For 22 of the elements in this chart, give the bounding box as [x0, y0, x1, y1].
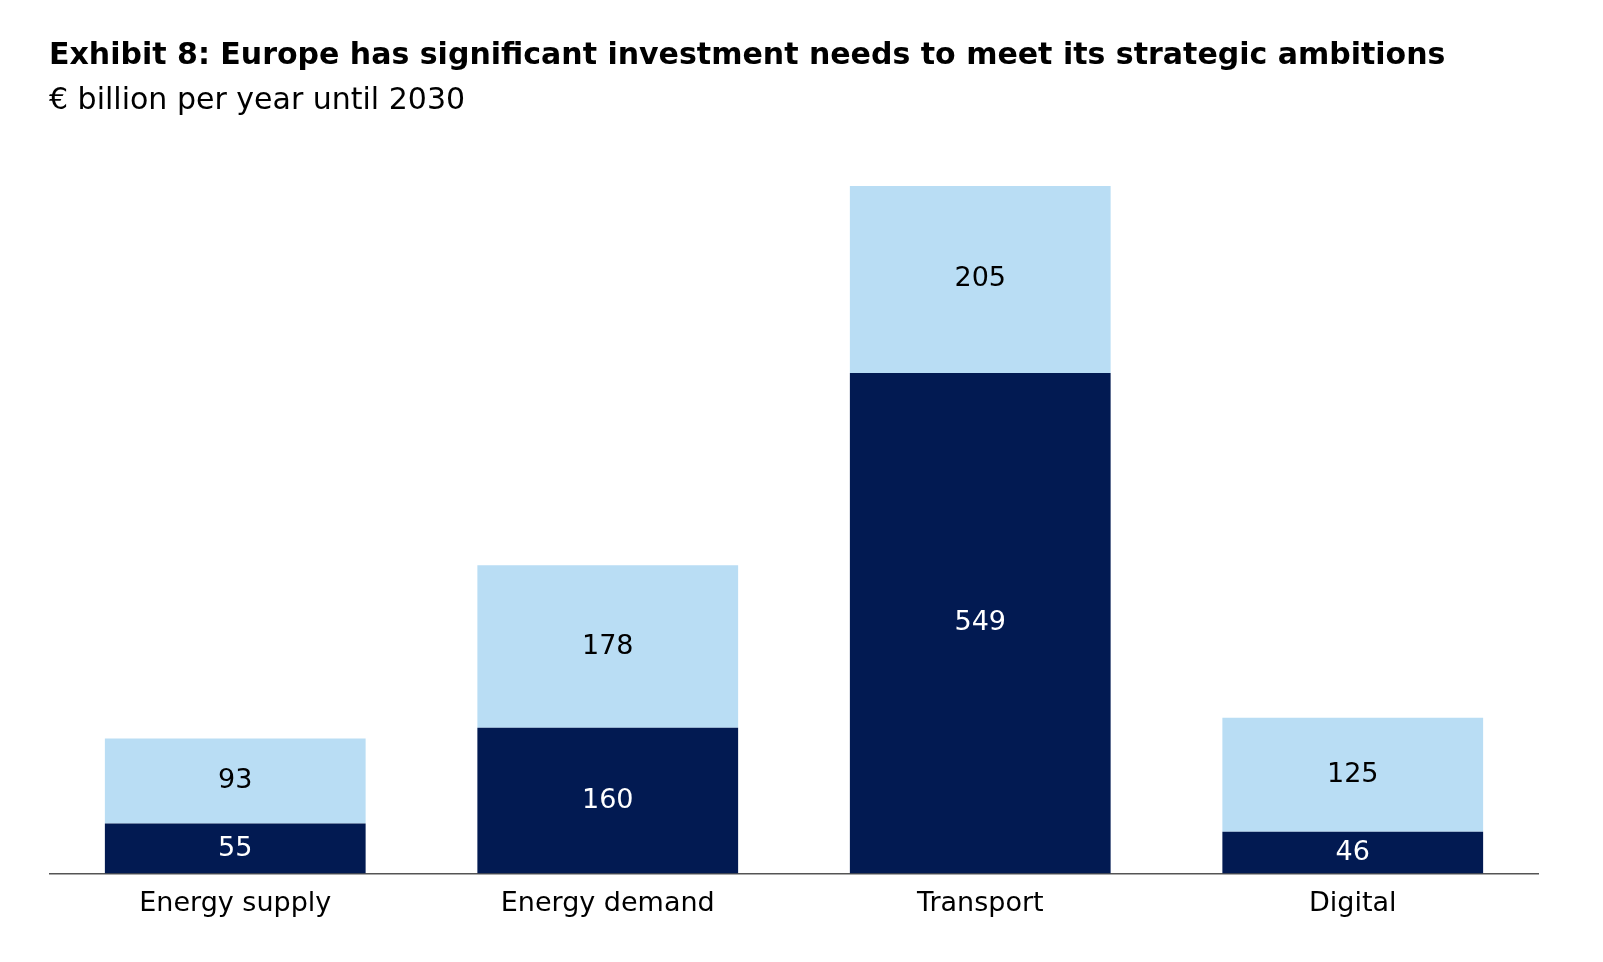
- chart-subtitle: € billion per year until 2030: [49, 81, 467, 116]
- data-label: 160: [581, 782, 634, 814]
- bar: [849, 372, 1111, 874]
- bar: [477, 727, 739, 874]
- bar: [849, 185, 1111, 373]
- data-label: 55: [218, 830, 253, 862]
- bar: [477, 565, 739, 728]
- x-tick-label: Transport: [915, 885, 1044, 917]
- data-label: 205: [954, 261, 1007, 293]
- bar: [1222, 831, 1484, 874]
- data-label: 549: [954, 605, 1007, 637]
- bar: [104, 738, 366, 824]
- data-label: 93: [218, 763, 253, 795]
- chart-title: Exhibit 8: Europe has significant investment needs to meet its strategic ambitions: [49, 36, 1447, 71]
- data-label: 125: [1326, 756, 1379, 788]
- bar: [1222, 717, 1484, 832]
- x-tick-label: Digital: [1308, 885, 1397, 917]
- data-label: 178: [581, 628, 634, 660]
- data-label: 46: [1335, 834, 1370, 866]
- x-tick-label: Energy supply: [139, 885, 332, 917]
- bar: [104, 823, 366, 874]
- x-tick-label: Energy demand: [500, 885, 715, 917]
